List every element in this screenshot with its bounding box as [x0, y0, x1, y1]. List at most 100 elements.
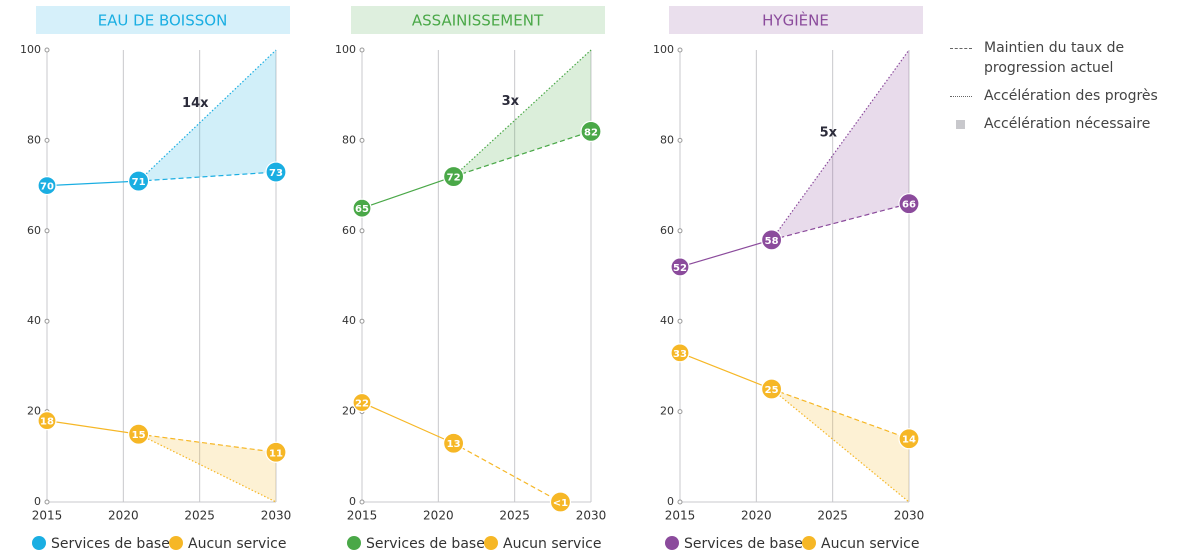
legend-marker [32, 536, 46, 550]
y-tick [44, 228, 50, 234]
y-tick-label: 20 [27, 405, 41, 418]
y-tick [677, 409, 683, 415]
annotation: 5x [820, 125, 838, 140]
trend-line [46, 180, 139, 187]
title-box [351, 6, 605, 34]
x-tick-label: 2015 [32, 509, 63, 523]
x-tick-label: 2020 [423, 509, 454, 523]
legend-marker [484, 536, 498, 550]
legend-item: Accélération nécessaire [950, 114, 1160, 134]
data-point [352, 198, 372, 218]
trend-line [46, 420, 139, 435]
y-tick-label: 60 [27, 224, 41, 237]
data-label: <1 [553, 498, 568, 509]
legend-swatch [950, 48, 972, 49]
annotation: 3x [502, 94, 520, 109]
x-tick-label: 2020 [741, 509, 772, 523]
data-label: 66 [902, 200, 916, 211]
data-label: 15 [132, 430, 146, 441]
data-point [128, 170, 150, 192]
data-point [760, 378, 783, 400]
legend-swatch [950, 96, 972, 97]
data-point [580, 120, 602, 142]
gap-area [138, 434, 276, 502]
chart-title: ASSAINISSEMENT [412, 12, 544, 30]
y-tick-label: 0 [34, 495, 41, 508]
data-label: 65 [355, 204, 369, 215]
legend-label: Aucun service [821, 536, 920, 552]
y-tick-label: 40 [660, 314, 674, 327]
legend-label: Services de base [366, 536, 485, 552]
data-label: 18 [40, 417, 54, 428]
y-tick-label: 60 [342, 224, 356, 237]
data-point [670, 257, 690, 277]
data-point [443, 165, 465, 188]
data-point [128, 423, 150, 445]
legend-swatch [956, 120, 965, 129]
annotation: 14x [182, 96, 209, 111]
x-tick-label: 2030 [576, 509, 607, 523]
y-tick [44, 47, 50, 53]
y-tick [677, 228, 683, 234]
data-point [549, 491, 572, 513]
chart-title: HYGIÈNE [762, 11, 829, 30]
y-tick [44, 137, 50, 143]
data-point [670, 343, 690, 363]
title-box [36, 6, 290, 34]
y-tick-label: 40 [27, 314, 41, 327]
data-label: 71 [132, 177, 146, 188]
y-tick [359, 228, 365, 234]
y-tick [359, 318, 365, 324]
legend-item: Maintien du taux de progression actuel [950, 38, 1160, 78]
data-label: 52 [673, 263, 687, 274]
legend-label: Services de base [684, 536, 803, 552]
title-box [669, 6, 923, 34]
data-label: 33 [673, 349, 687, 360]
data-point [760, 229, 783, 251]
projection-line [138, 171, 277, 182]
projection-line [453, 130, 592, 178]
legend-label: Services de base [51, 536, 170, 552]
data-label: 22 [355, 399, 369, 410]
y-tick-label: 60 [660, 224, 674, 237]
data-label: 11 [269, 448, 283, 459]
legend: Maintien du taux de progression actuel A… [950, 38, 1160, 142]
y-tick [359, 499, 365, 505]
trend-line [361, 175, 454, 209]
x-tick-label: 2025 [817, 509, 848, 523]
x-tick-label: 2030 [261, 509, 292, 523]
legend-item: Accélération des progrès [950, 86, 1160, 106]
projection-line [453, 442, 561, 503]
y-tick [44, 318, 50, 324]
y-tick [359, 47, 365, 53]
data-point [898, 428, 920, 450]
y-tick-label: 20 [342, 405, 356, 418]
legend-label: Accélération des progrès [984, 88, 1158, 104]
y-tick-label: 80 [660, 133, 674, 146]
data-label: 58 [765, 236, 779, 247]
acceleration-line [138, 49, 277, 182]
data-point [265, 161, 287, 183]
trend-line [361, 402, 454, 444]
y-tick [677, 47, 683, 53]
x-tick-label: 2020 [108, 509, 139, 523]
data-label: 13 [447, 439, 461, 450]
y-tick-label: 100 [335, 43, 356, 56]
trend-line [679, 352, 772, 390]
legend-marker [802, 536, 816, 550]
x-tick-label: 2025 [184, 509, 215, 523]
y-tick [359, 137, 365, 143]
data-point [37, 176, 57, 196]
y-tick-label: 80 [27, 133, 41, 146]
data-point [37, 411, 57, 431]
data-label: 14 [902, 435, 916, 446]
legend-label: Aucun service [503, 536, 602, 552]
x-tick-label: 2015 [347, 509, 378, 523]
data-point [265, 441, 287, 463]
y-tick [677, 137, 683, 143]
legend-label: Maintien du taux de progression actuel [984, 40, 1125, 76]
x-tick-label: 2015 [665, 509, 696, 523]
data-point [443, 432, 465, 454]
